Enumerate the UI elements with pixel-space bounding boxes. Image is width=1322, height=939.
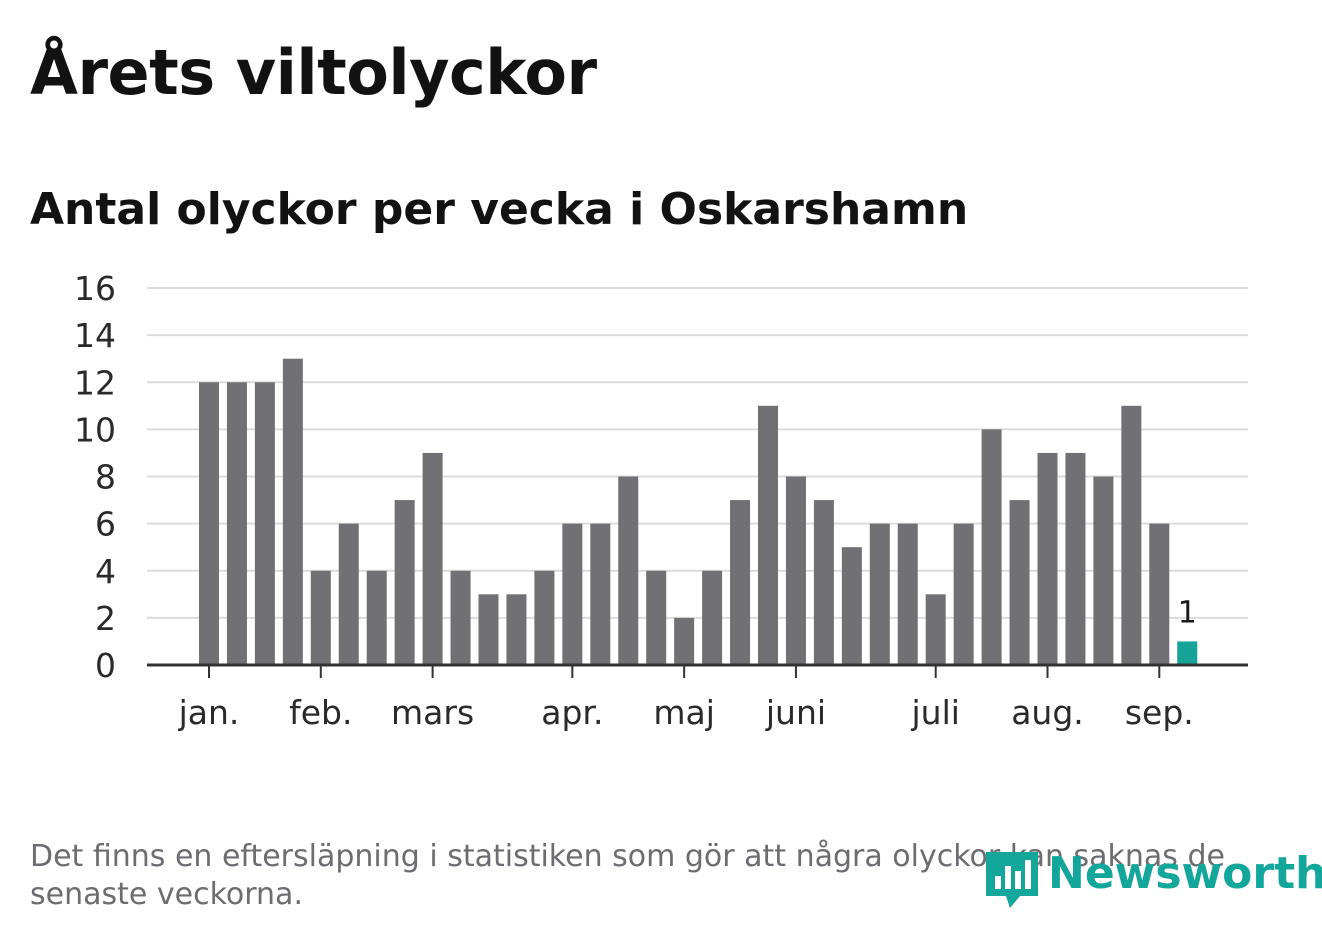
bar (925, 594, 946, 665)
x-tick-label: feb. (289, 693, 352, 732)
bar (226, 382, 247, 665)
chart-subtitle: Antal olyckor per vecka i Oskarshamn (30, 184, 969, 235)
bar (338, 523, 359, 665)
y-tick-label: 4 (95, 552, 116, 591)
bar (1037, 452, 1058, 665)
x-axis: jan. feb. mars apr. maj juni juli aug. sep. (147, 663, 1248, 732)
bar (618, 476, 639, 665)
bar (590, 523, 611, 665)
bar (478, 594, 499, 665)
x-tick-label: aug. (1011, 693, 1084, 732)
bar (702, 570, 723, 665)
bar (366, 570, 387, 665)
bar (897, 523, 918, 665)
x-tick-label: jan. (178, 693, 240, 732)
bar (841, 547, 862, 665)
x-tick-label: juni (765, 693, 826, 732)
bar (674, 617, 695, 665)
y-tick-label: 2 (95, 599, 116, 638)
bar (1121, 405, 1142, 665)
y-tick-label: 14 (74, 316, 116, 355)
grid-lines (147, 287, 1248, 619)
bar (758, 405, 778, 665)
y-axis-ticks: 0 2 4 6 8 10 12 14 16 (74, 269, 116, 685)
bar (1093, 476, 1114, 665)
y-tick-label: 16 (74, 269, 116, 308)
bar (785, 476, 806, 665)
y-tick-label: 0 (95, 646, 116, 685)
y-tick-label: 10 (74, 410, 116, 449)
x-tick-label: apr. (541, 693, 603, 732)
bars (199, 358, 1198, 665)
bar (199, 382, 219, 665)
bar-chart: 0 2 4 6 8 10 12 14 16 jan. feb. mars apr. maj juni jul… (74, 269, 1248, 732)
y-tick-label: 6 (95, 505, 116, 544)
bar (394, 500, 415, 665)
newsworthy-logo-icon (986, 852, 1038, 908)
y-tick-label: 8 (95, 458, 116, 497)
bar (813, 500, 834, 665)
bar (1065, 452, 1086, 665)
bar (450, 570, 471, 665)
logo-text: Newsworthy (1048, 848, 1322, 899)
newsworthy-logo: Newsworthy (982, 846, 1322, 910)
bar (282, 358, 303, 665)
bar (506, 594, 527, 665)
bar (310, 570, 331, 665)
bar (562, 523, 583, 665)
bar-highlight (1177, 641, 1198, 665)
bar (422, 452, 443, 665)
y-tick-label: 12 (74, 363, 116, 402)
bar (646, 570, 667, 665)
bar (254, 382, 275, 665)
bar (953, 523, 974, 665)
x-tick-label: juli (910, 693, 959, 732)
x-tick-label: mars (391, 693, 474, 732)
bar (869, 523, 890, 665)
chart-title: Årets viltolyckor (30, 36, 597, 109)
bar (730, 500, 751, 665)
bar (1009, 500, 1030, 665)
bar (981, 429, 1002, 665)
value-labels: 1 (1178, 595, 1197, 630)
x-tick-label: maj (653, 693, 715, 732)
bar (1149, 523, 1170, 665)
x-tick-label: sep. (1125, 693, 1194, 732)
bar-value-label: 1 (1178, 595, 1197, 630)
bar (534, 570, 555, 665)
